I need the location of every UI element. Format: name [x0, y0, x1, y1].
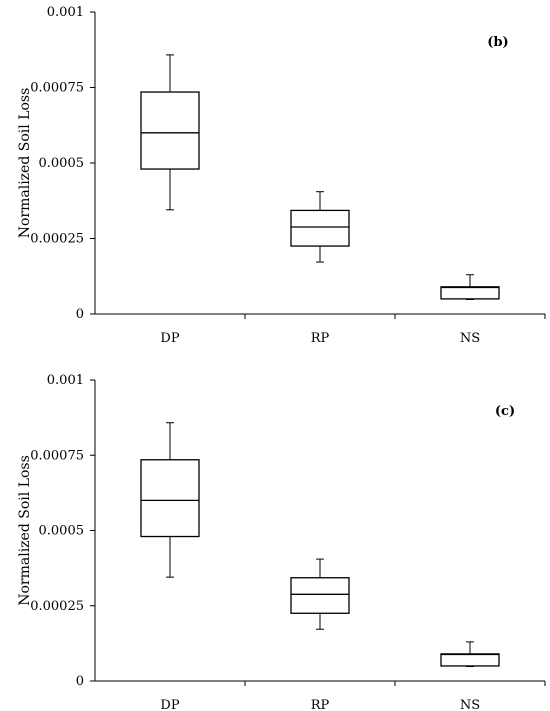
box-ns: [440, 641, 500, 668]
box-rp: [290, 558, 350, 630]
box-iqr: [440, 286, 500, 300]
box-iqr: [290, 577, 350, 614]
y-axis-title: Normalized Soil Loss: [17, 88, 33, 239]
y-tick-label: 0.00075: [30, 81, 84, 96]
x-category-label: DP: [160, 698, 179, 711]
box-iqr: [440, 653, 500, 667]
y-tick-label: 0.001: [47, 5, 84, 20]
box-iqr: [290, 209, 350, 247]
chart-panel-1: 0 0.00025 0.0005 0.00075 0.001 DP RP NS Normaliz…: [17, 5, 546, 346]
panel-label: (c): [495, 404, 515, 419]
x-category-label: DP: [160, 331, 179, 346]
y-tick-label: 0.00075: [30, 448, 84, 463]
x-category-label: NS: [460, 331, 480, 346]
y-tick-label: 0.0005: [39, 156, 85, 171]
y-tick-label: 0.001: [47, 373, 84, 388]
box-dp: [140, 54, 200, 211]
box-dp: [140, 422, 200, 578]
y-tick-label: 0: [76, 307, 84, 322]
y-tick-label: 0.00025: [30, 599, 84, 614]
box-iqr: [140, 459, 200, 538]
y-axis-title: Normalized Soil Loss: [17, 455, 33, 606]
y-tick-label: 0: [76, 674, 84, 689]
box-iqr: [140, 91, 200, 170]
x-category-label: RP: [311, 698, 330, 711]
x-category-label: NS: [460, 698, 480, 711]
chart-panel-2: 0 0.00025 0.0005 0.00075 0.001 DP RP NS Normaliz…: [17, 373, 546, 711]
y-tick-label: 0.0005: [39, 524, 85, 539]
panel-label: (b): [487, 35, 508, 50]
box-rp: [290, 191, 350, 263]
box-ns: [440, 274, 500, 301]
x-category-label: RP: [311, 331, 330, 346]
y-tick-label: 0.00025: [30, 232, 84, 247]
